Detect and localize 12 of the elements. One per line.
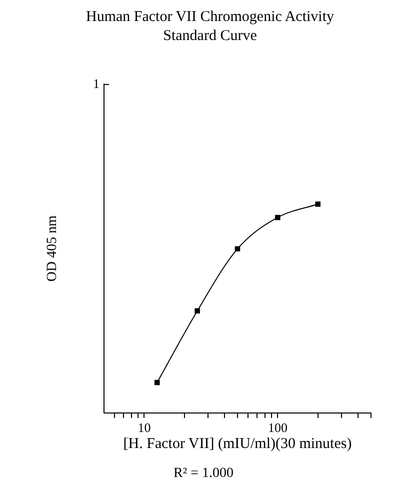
- point: [194, 308, 200, 314]
- text: 1: [93, 76, 100, 92]
- text: R² = 1.000: [172, 466, 234, 482]
- chart-title: Human Factor VII Chromogenic Activity Standard Curve: [84, 8, 335, 46]
- x-tick-label: 100: [268, 420, 288, 436]
- point: [234, 246, 240, 252]
- y-axis-title: OD 405 nm: [45, 215, 60, 282]
- x-tick-label: 10: [138, 420, 151, 436]
- point: [315, 201, 320, 207]
- point: [275, 214, 280, 220]
- point: [154, 380, 160, 386]
- x-axis-title: [H. Factor VII] (mIU/ml)(30 minutes): [123, 436, 352, 452]
